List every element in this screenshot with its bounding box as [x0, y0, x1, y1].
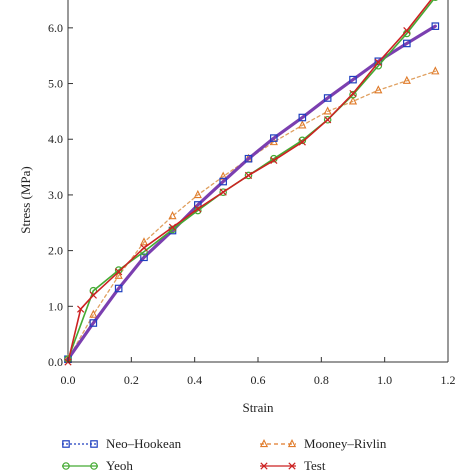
data-point [244, 171, 253, 180]
data-point [193, 189, 202, 199]
ticks-layer: 0.0 0.2 0.4 0.6 0.8 1.0 1.2 0.0 1.0 2.0 3.0 4.0 5.0 6… [48, 21, 456, 387]
x-tick-label: 1.0 [377, 373, 392, 387]
data-point [349, 75, 357, 84]
series-square [64, 22, 440, 364]
data-point [403, 39, 411, 48]
y-axis-title: Stress (MPa) [18, 166, 33, 234]
series-x [64, 0, 432, 366]
legend-marker [260, 462, 268, 470]
data-point [374, 85, 383, 94]
legend-label: Mooney–Rivlin [304, 436, 387, 451]
legend: Neo–Hookean Mooney–Rivlin Yeoh Test [62, 436, 387, 473]
data-point [194, 205, 202, 213]
data-point [219, 188, 227, 196]
data-point [349, 90, 357, 99]
data-point [403, 27, 411, 35]
legend-marker [90, 462, 98, 470]
data-point [89, 309, 98, 318]
data-point [115, 268, 123, 276]
data-point [114, 270, 123, 279]
x-tick-label: 0.4 [187, 373, 202, 387]
x-tick-label: 0.8 [314, 373, 329, 387]
data-point [168, 223, 177, 231]
data-point [168, 211, 177, 220]
x-axis-title: Strain [242, 400, 274, 415]
data-point [114, 284, 123, 293]
y-tick-label: 2.0 [48, 244, 63, 258]
legend-marker [287, 438, 297, 448]
data-point [219, 188, 227, 196]
data-point [298, 113, 307, 122]
legend-entry: Test [260, 458, 326, 473]
data-point [374, 58, 382, 66]
series-line [66, 24, 437, 361]
data-point [244, 171, 253, 180]
legend-marker [288, 462, 296, 470]
legend-marker [90, 440, 98, 448]
series-triangle [63, 66, 440, 363]
y-tick-label: 0.0 [48, 355, 63, 369]
data-point [298, 136, 307, 145]
data-point [348, 96, 358, 105]
data-point [431, 66, 440, 75]
data-point [89, 291, 97, 299]
data-point [270, 156, 278, 165]
y-tick-label: 4.0 [48, 132, 63, 146]
data-point [89, 319, 98, 327]
legend-marker [259, 438, 269, 448]
legend-label: Neo–Hookean [106, 436, 182, 451]
data-point [114, 266, 123, 274]
legend-entry: Mooney–Rivlin [259, 436, 387, 451]
x-tick-label: 0.0 [61, 373, 76, 387]
y-tick-label: 3.0 [48, 188, 63, 202]
y-tick-label: 6.0 [48, 21, 63, 35]
series-line [67, 70, 436, 360]
data-point [140, 244, 148, 252]
series-line [67, 0, 432, 363]
data-point [324, 116, 332, 124]
x-tick-label: 0.6 [251, 373, 266, 387]
legend-label: Test [304, 458, 326, 473]
data-point [323, 115, 332, 124]
data-point [139, 237, 149, 246]
data-point [298, 138, 306, 146]
legend-entry: Yeoh [62, 458, 133, 473]
data-point [323, 106, 332, 115]
data-point [402, 75, 411, 84]
y-tick-label: 5.0 [48, 77, 63, 91]
data-point [140, 253, 148, 262]
y-tick-label: 1.0 [48, 299, 63, 313]
series-line [67, 0, 435, 361]
legend-entry: Neo–Hookean [62, 436, 182, 451]
legend-label: Yeoh [106, 458, 133, 473]
x-tick-label: 0.2 [124, 373, 139, 387]
legend-marker [62, 440, 70, 448]
data-point [219, 171, 228, 180]
series-layer [63, 0, 440, 366]
series-circle [64, 0, 438, 364]
data-point [89, 286, 98, 295]
data-point [323, 94, 332, 102]
data-point [349, 89, 357, 98]
x-tick-label: 1.2 [441, 373, 456, 387]
data-point [219, 177, 227, 186]
data-point [244, 154, 253, 163]
data-point [431, 22, 440, 30]
data-point [270, 134, 278, 142]
legend-marker [62, 462, 70, 470]
data-point [298, 120, 307, 129]
data-point [77, 305, 85, 313]
